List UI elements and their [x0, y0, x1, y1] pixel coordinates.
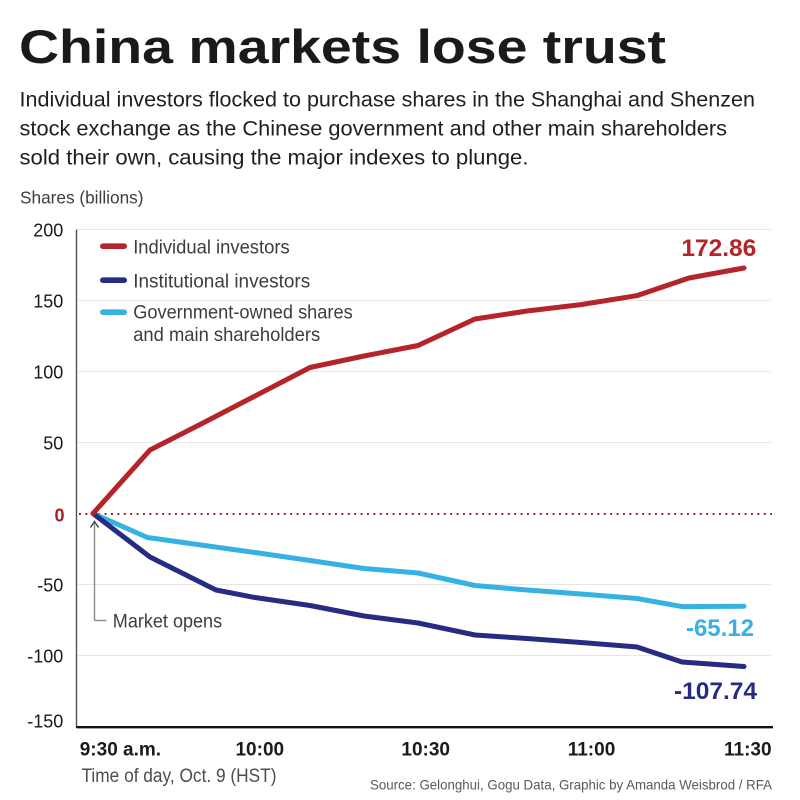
svg-text:-65.12: -65.12: [686, 615, 754, 642]
svg-text:sold their own, causing the ma: sold their own, causing the major indexe…: [20, 147, 529, 170]
svg-text:50: 50: [43, 433, 63, 453]
svg-text:and main shareholders: and main shareholders: [133, 324, 320, 346]
svg-text:10:00: 10:00: [235, 740, 284, 761]
svg-text:Government-owned shares: Government-owned shares: [133, 301, 353, 323]
svg-text:Shares (billions): Shares (billions): [20, 188, 144, 208]
svg-text:-107.74: -107.74: [674, 678, 757, 705]
svg-text:Market opens: Market opens: [113, 612, 222, 633]
svg-text:150: 150: [33, 291, 63, 311]
svg-text:-100: -100: [27, 646, 63, 666]
svg-text:172.86: 172.86: [681, 235, 756, 262]
svg-text:-50: -50: [37, 575, 63, 595]
svg-text:9:30 a.m.: 9:30 a.m.: [80, 740, 161, 761]
svg-text:11:30: 11:30: [724, 740, 772, 761]
svg-text:Time of day, Oct. 9 (HST): Time of day, Oct. 9 (HST): [82, 766, 277, 787]
svg-text:stock exchange as the Chinese: stock exchange as the Chinese government…: [20, 118, 727, 141]
svg-text:China markets lose trust: China markets lose trust: [19, 20, 666, 73]
svg-text:Individual investors: Individual investors: [133, 236, 290, 258]
svg-text:Source: Gelonghui, Gogu Data,: Source: Gelonghui, Gogu Data, Graphic by…: [370, 778, 773, 793]
svg-text:100: 100: [33, 362, 63, 382]
svg-text:200: 200: [33, 220, 63, 240]
svg-text:0: 0: [54, 506, 64, 526]
svg-text:Institutional investors: Institutional investors: [133, 270, 310, 292]
svg-text:11:00: 11:00: [568, 740, 616, 761]
svg-text:-150: -150: [27, 712, 63, 732]
svg-text:Individual investors flocked t: Individual investors flocked to purchase…: [20, 89, 756, 112]
svg-text:10:30: 10:30: [401, 740, 450, 761]
